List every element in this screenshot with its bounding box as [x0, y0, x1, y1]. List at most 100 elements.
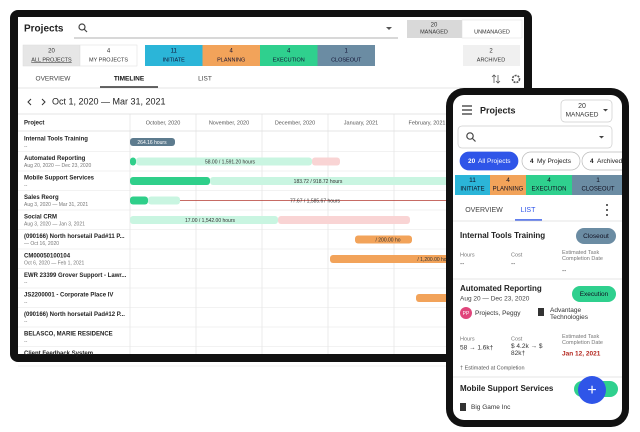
stage-filter[interactable]	[145, 45, 203, 66]
project-filter[interactable]	[79, 44, 138, 67]
bar-label: 264.16 hours	[137, 140, 167, 146]
card-title[interactable]: Automated Reporting	[460, 284, 542, 293]
month-label: October, 2020	[146, 120, 181, 126]
project-name[interactable]: Social CRM	[24, 215, 57, 221]
project-dates: Aug 20, 2020 — Dec 23, 2020	[24, 163, 91, 169]
stage-filter[interactable]	[526, 175, 572, 195]
gantt-bar	[416, 294, 450, 302]
fab-icon: +	[587, 382, 596, 399]
stage-filter[interactable]	[490, 175, 526, 195]
stage-label: INITIATE	[460, 187, 484, 193]
client-name: Big Game Inc	[471, 404, 511, 411]
phone-search[interactable]	[457, 125, 613, 149]
view-tab[interactable]: LIST	[521, 207, 537, 214]
stage-label: INITIATE	[163, 57, 186, 63]
unmanaged-label: UNMANAGED	[474, 29, 510, 35]
client-icon	[460, 403, 466, 411]
stage-label: EXECUTION	[531, 187, 566, 193]
project-dates: Oct 6, 2020 — Feb 1, 2021	[24, 260, 85, 266]
bar-label: 183.72 / 918.72 hours	[294, 179, 343, 185]
stage-count: 1	[596, 177, 600, 184]
status-badge	[576, 228, 616, 244]
project-name[interactable]: JS2200001 - Corporate Place IV	[24, 293, 113, 299]
view-tab[interactable]: OVERVIEW	[465, 207, 503, 214]
gantt-bar	[130, 196, 148, 205]
project-dates: --	[24, 299, 28, 305]
filter-chip[interactable]	[521, 151, 581, 171]
stage-label: CLOSEOUT	[331, 57, 362, 63]
project-name[interactable]: Automated Reporting	[24, 156, 86, 162]
column-header: Project	[24, 121, 44, 127]
stage-filter[interactable]	[260, 45, 318, 66]
bar-label: / 1,200.00 ho	[417, 257, 446, 263]
filter-label: ALL PROJECTS	[31, 57, 72, 63]
month-label: November, 2020	[209, 120, 249, 126]
stage-count: 4	[506, 177, 510, 184]
stage-label: PLANNING	[493, 187, 524, 193]
gantt-bar	[130, 138, 175, 146]
gantt-bar	[330, 255, 450, 263]
managed-count: 20	[431, 23, 438, 29]
search-bar[interactable]	[74, 23, 398, 39]
date-range: Oct 1, 2020 — Mar 31, 2021	[52, 96, 166, 106]
stage-filter[interactable]	[317, 45, 376, 66]
stage-filter[interactable]	[455, 175, 490, 195]
project-name[interactable]: BELASCO, MARIE RESIDENCE	[24, 332, 113, 338]
view-tab[interactable]: OVERVIEW	[36, 76, 72, 83]
project-name[interactable]: (090166) North horsetail Pad#11 P...	[24, 234, 125, 240]
chip-label: All Projects	[478, 158, 511, 165]
managed-toggle[interactable]	[407, 20, 462, 38]
project-name[interactable]: Client Feedback System	[24, 351, 93, 357]
view-tab[interactable]: TIMELINE	[114, 76, 145, 83]
field-value-box: $ 4.2k → $ 82k†	[511, 343, 543, 358]
search-icon	[472, 138, 476, 142]
project-name[interactable]: EWR 23399 Grover Support - Lawr...	[24, 273, 127, 279]
avatar-initials: PP	[463, 311, 470, 317]
project-dates: — Oct 16, 2020	[24, 241, 59, 247]
archived-filter[interactable]	[463, 45, 520, 66]
project-name[interactable]: CM00050100104	[24, 254, 71, 260]
bar-label: 17.00 / 1,542.00 hours	[185, 218, 236, 224]
archived-count: 2	[489, 49, 493, 55]
unmanaged-toggle[interactable]	[461, 19, 523, 39]
gantt-bar	[312, 157, 340, 166]
card-title[interactable]: Mobile Support Services	[460, 384, 554, 393]
date-nav[interactable]	[27, 98, 46, 106]
card-title[interactable]: Internal Tools Training	[460, 231, 545, 240]
project-name[interactable]: Mobile Support Services	[24, 176, 95, 182]
filter-chip[interactable]	[459, 151, 519, 171]
phone-managed[interactable]	[560, 99, 613, 123]
field-value: $ 4.2k → $ 82k†	[511, 343, 543, 358]
field-label-box: Estimated Task Completion Date	[562, 334, 603, 346]
chip-label: Archived	[597, 158, 623, 165]
project-name[interactable]: Internal Tools Training	[24, 137, 88, 143]
project-dates: --	[24, 338, 28, 344]
gantt-bar	[130, 177, 210, 185]
toolbar-icons[interactable]	[491, 74, 521, 84]
avatar	[460, 307, 472, 319]
view-tab[interactable]: LIST	[198, 76, 212, 83]
menu-icon[interactable]	[462, 105, 472, 115]
kebab-menu[interactable]	[606, 214, 608, 216]
stage-label: PLANNING	[217, 57, 245, 63]
kebab-menu[interactable]	[606, 209, 608, 211]
project-name[interactable]: Sales Reorg	[24, 195, 59, 201]
gantt-bar	[210, 177, 450, 185]
project-name[interactable]: (090166) North horsetail Pad#12 P...	[24, 312, 125, 318]
stage-filter[interactable]	[572, 175, 624, 195]
gantt-bar	[130, 216, 278, 224]
filter-chip[interactable]	[581, 151, 632, 171]
field-value: --	[511, 261, 515, 268]
owner-name: Projects, Peggy	[475, 310, 521, 317]
gantt-bar	[355, 235, 412, 244]
fab[interactable]	[578, 376, 606, 404]
archived-label: ARCHIVED	[477, 57, 505, 63]
field-value: --	[562, 268, 566, 275]
filter-count: 20	[48, 49, 55, 55]
kebab-menu[interactable]	[606, 204, 608, 206]
phone-title: Projects	[480, 105, 516, 115]
stage-filter[interactable]	[202, 45, 261, 66]
stage-label: EXECUTION	[273, 57, 305, 63]
client-icon	[538, 308, 544, 316]
